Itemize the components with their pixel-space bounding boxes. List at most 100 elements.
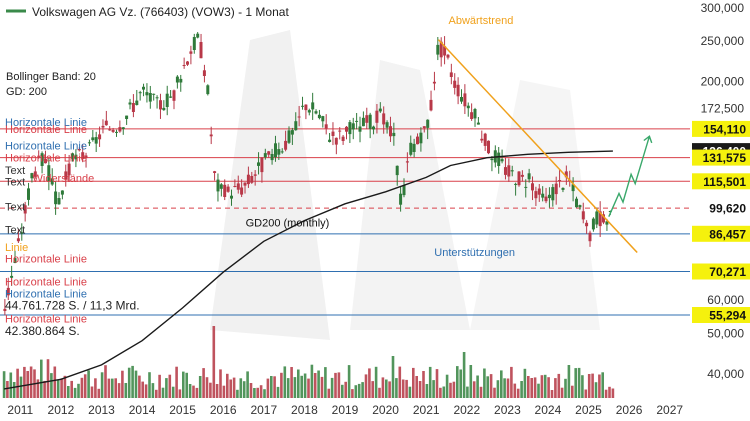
volume-bar bbox=[395, 378, 398, 398]
volume-bar bbox=[155, 389, 158, 398]
volume-bar bbox=[249, 383, 253, 398]
volume-bar bbox=[351, 389, 354, 398]
price-tag-label: 154,110 bbox=[703, 122, 746, 136]
volume-bar bbox=[510, 366, 513, 398]
volume-bar bbox=[212, 326, 216, 398]
candle-body bbox=[405, 161, 409, 163]
candle-body bbox=[331, 131, 335, 136]
candle-body bbox=[179, 78, 183, 83]
volume-label: 44.761.728 S. / 11,3 Mrd. bbox=[5, 299, 140, 313]
candle-body bbox=[355, 120, 359, 122]
volume-bar bbox=[202, 368, 205, 398]
volume-bar bbox=[547, 377, 550, 398]
volume-bar bbox=[16, 368, 19, 398]
volume-bar bbox=[459, 369, 462, 398]
candle-body bbox=[253, 174, 257, 176]
candle-body bbox=[510, 170, 514, 172]
volume-bar bbox=[317, 370, 320, 398]
y-tick-label: 40,000 bbox=[707, 367, 744, 381]
volume-bar bbox=[587, 374, 591, 398]
volume-bar bbox=[554, 378, 557, 398]
volume-bar bbox=[23, 366, 26, 398]
candle-body bbox=[378, 108, 382, 112]
candle-body bbox=[202, 70, 206, 76]
volume-bar bbox=[462, 352, 466, 398]
y-tick-label: 172,500 bbox=[701, 102, 745, 116]
candle-body bbox=[578, 205, 582, 208]
candle-body bbox=[91, 137, 95, 141]
volume-bar bbox=[428, 366, 432, 398]
volume-bar bbox=[303, 373, 307, 398]
candle-body bbox=[463, 93, 467, 107]
volume-bar bbox=[611, 388, 615, 398]
volume-bar bbox=[6, 381, 9, 398]
candle-body bbox=[345, 126, 348, 132]
candle-body bbox=[324, 124, 328, 129]
candle-body bbox=[328, 139, 332, 142]
volume-bar bbox=[2, 371, 6, 398]
volume-bar bbox=[422, 371, 425, 398]
price-tag-label: 86,457 bbox=[709, 227, 746, 241]
gd200-line bbox=[3, 150, 613, 390]
volume-bar bbox=[134, 370, 138, 398]
volume-bar bbox=[19, 376, 23, 398]
candle-body bbox=[64, 171, 68, 180]
candle-body bbox=[558, 180, 562, 182]
candle-body bbox=[71, 153, 74, 159]
candle-body bbox=[27, 188, 30, 200]
candle-body bbox=[487, 140, 490, 154]
volume-bar bbox=[354, 385, 358, 398]
indicator-label: Bollinger Band: 20 bbox=[6, 71, 96, 83]
y-tick-label: 250,000 bbox=[701, 34, 745, 48]
candle-body bbox=[480, 138, 484, 141]
volume-bar bbox=[401, 379, 405, 398]
volume-bar bbox=[253, 388, 256, 398]
volume-bar bbox=[9, 372, 13, 398]
volume-bar bbox=[571, 385, 574, 398]
volume-bar bbox=[486, 376, 489, 398]
volume-bar bbox=[415, 376, 418, 398]
volume-bar bbox=[236, 389, 239, 398]
volume-bar bbox=[604, 389, 608, 398]
volume-bar bbox=[567, 365, 571, 398]
candle-body bbox=[111, 129, 115, 132]
volume-bar bbox=[489, 374, 493, 398]
candle-body bbox=[358, 126, 362, 132]
x-tick-label: 2026 bbox=[616, 403, 643, 417]
candle-body bbox=[531, 183, 534, 191]
volume-bar bbox=[198, 376, 202, 398]
volume-bar bbox=[300, 375, 303, 398]
volume-bar bbox=[506, 378, 510, 398]
volume-bar bbox=[263, 389, 266, 398]
candle-body bbox=[125, 115, 129, 119]
candle-body bbox=[402, 185, 406, 196]
volume-bar bbox=[435, 369, 439, 398]
volume-bar bbox=[313, 373, 317, 398]
candle-body bbox=[135, 100, 139, 105]
candle-body bbox=[351, 123, 355, 130]
candle-body bbox=[10, 275, 14, 278]
candle-body bbox=[595, 211, 599, 225]
candle-body bbox=[581, 211, 585, 220]
volume-bar bbox=[564, 378, 567, 398]
candle-body bbox=[47, 165, 51, 182]
candle-body bbox=[507, 165, 511, 177]
candle-body bbox=[263, 153, 267, 158]
volume-bar bbox=[270, 376, 273, 398]
volume-bar bbox=[67, 386, 70, 398]
candle-body bbox=[504, 167, 507, 175]
candle-body bbox=[517, 171, 521, 186]
candle-body bbox=[412, 143, 416, 152]
candle-body bbox=[287, 130, 291, 143]
candle-body bbox=[375, 110, 379, 123]
candle-body bbox=[165, 93, 169, 107]
volume-bar bbox=[127, 367, 131, 398]
candle-body bbox=[250, 176, 254, 183]
chart-annotation: Widerstände bbox=[33, 173, 95, 185]
volume-bar bbox=[432, 380, 435, 398]
candle-body bbox=[541, 193, 545, 198]
candle-body bbox=[460, 97, 463, 102]
volume-bar bbox=[246, 371, 249, 398]
candle-body bbox=[219, 184, 223, 189]
x-tick-label: 2024 bbox=[535, 403, 562, 417]
